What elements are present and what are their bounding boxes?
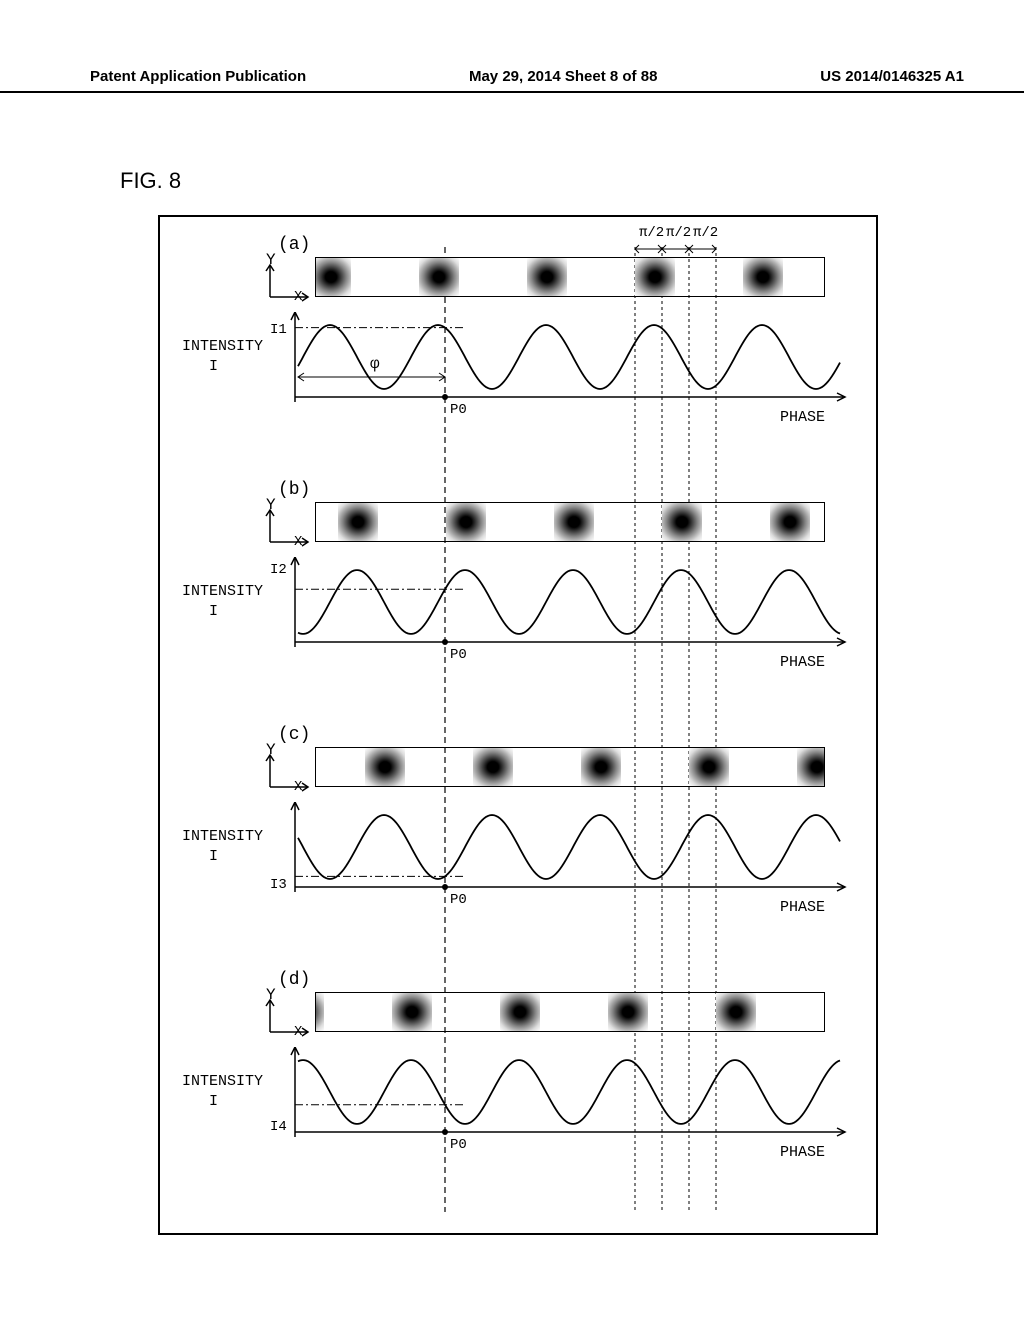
intensity-waveform [290,802,850,912]
intensity-label: INTENSITY I [182,582,263,621]
i-value-label: I3 [270,877,287,893]
intensity-label: INTENSITY I [182,1072,263,1111]
xy-axes-icon [260,500,320,550]
phase-axis-label: PHASE [780,1144,825,1161]
i-value-label: I4 [270,1119,287,1135]
xy-axes-icon [260,255,320,305]
x-axis-label: X [294,779,302,795]
fringe-pattern [315,992,825,1032]
phase-axis-label: PHASE [780,654,825,671]
fringe-pattern [315,747,825,787]
x-axis-label: X [294,1024,302,1040]
phase-axis-label: PHASE [780,409,825,426]
header-right: US 2014/0146325 A1 [820,68,964,85]
intensity-label: INTENSITY I [182,827,263,866]
panel-a: (a)YXINTENSITY II1φP0PHASE [160,227,876,477]
i-value-label: I1 [270,322,287,338]
figure-label: FIG. 8 [120,168,181,194]
panel-label: (b) [278,480,310,500]
header-left: Patent Application Publication [90,68,306,85]
fringe-pattern [315,257,825,297]
header-center: May 29, 2014 Sheet 8 of 88 [469,68,657,85]
xy-axes-icon [260,990,320,1040]
p0-label: P0 [450,1137,467,1153]
p0-label: P0 [450,647,467,663]
panel-label: (d) [278,970,310,990]
intensity-label: INTENSITY I [182,337,263,376]
panel-d: (d)YXINTENSITY II4P0PHASE [160,962,876,1212]
panel-label: (c) [278,725,310,745]
p0-label: P0 [450,402,467,418]
phi-label: φ [370,355,380,373]
x-axis-label: X [294,534,302,550]
p0-label: P0 [450,892,467,908]
panel-b: (b)YXINTENSITY II2P0PHASE [160,472,876,722]
intensity-waveform [290,1047,850,1157]
x-axis-label: X [294,289,302,305]
page-header: Patent Application Publication May 29, 2… [0,68,1024,93]
intensity-waveform [290,557,850,667]
figure-container: π/2 π/2 π/2 (a)YXINTENSITY II1φP0PHASE(b… [158,215,878,1235]
panel-c: (c)YXINTENSITY II3P0PHASE [160,717,876,967]
xy-axes-icon [260,745,320,795]
i-value-label: I2 [270,562,287,578]
fringe-pattern [315,502,825,542]
panel-label: (a) [278,235,310,255]
phase-axis-label: PHASE [780,899,825,916]
